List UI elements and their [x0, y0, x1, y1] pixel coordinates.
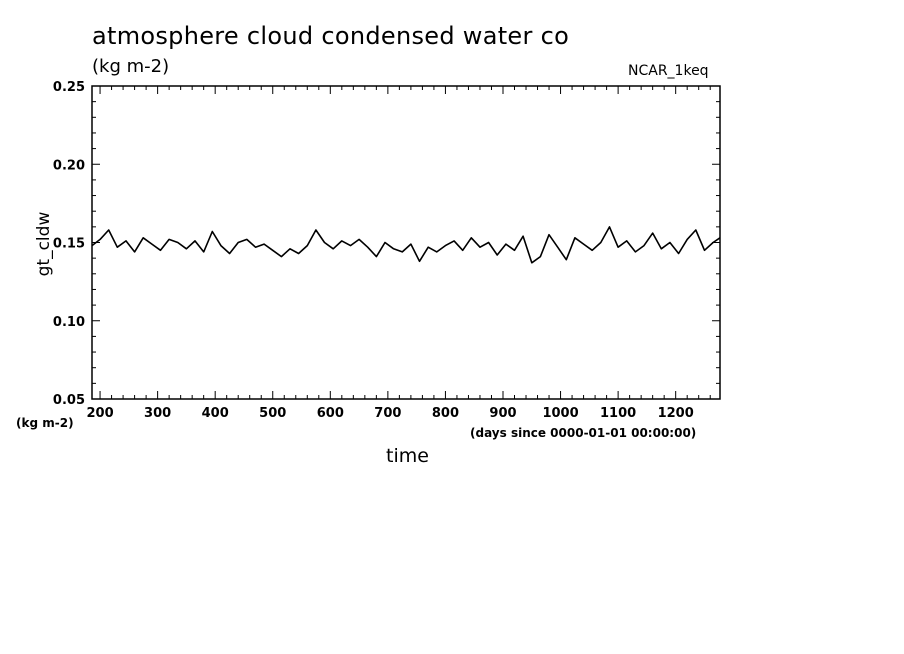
x-tick-label: 500 — [259, 406, 286, 421]
chart-title: atmosphere cloud condensed water co — [92, 22, 570, 50]
y-tick-label: 0.20 — [53, 158, 85, 173]
y-tick-label: 0.15 — [53, 237, 85, 252]
series-line — [91, 226, 721, 264]
y-tick-label: 0.10 — [53, 315, 85, 330]
series-layer — [91, 226, 721, 264]
dataset-label: NCAR_1keq — [628, 63, 709, 79]
x-tick-label: 300 — [144, 406, 171, 421]
x-tick-label: 800 — [432, 406, 459, 421]
x-tick-label: 1200 — [658, 406, 694, 421]
x-tick-label: 1000 — [542, 406, 578, 421]
x-tick-label: 700 — [374, 406, 401, 421]
x-tick-label: 900 — [489, 406, 516, 421]
x-axis-label: time — [386, 445, 429, 467]
x-tick-label: 200 — [86, 406, 113, 421]
x-tick-label: 1100 — [600, 406, 636, 421]
y-tick-label: 0.05 — [53, 393, 85, 408]
chart-subtitle: (kg m-2) — [92, 56, 170, 77]
ticks: 200 300 400 500 600 700 800 900 1000 1100 1200 0.05… — [53, 80, 720, 421]
x-tick-label: 600 — [317, 406, 344, 421]
x-axis-units: (days since 0000-01-01 00:00:00) — [470, 426, 697, 440]
y-tick-label: 0.25 — [53, 80, 85, 95]
y-axis-units: (kg m-2) — [16, 416, 74, 430]
x-tick-label: 400 — [202, 406, 229, 421]
